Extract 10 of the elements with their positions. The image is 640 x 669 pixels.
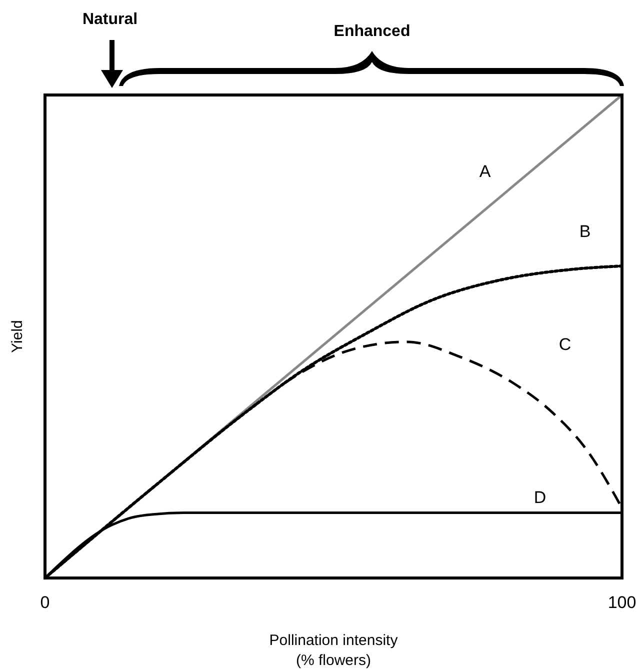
x-tick-label: 100 xyxy=(608,593,636,612)
x-axis-title: Pollination intensity (% flowers) xyxy=(269,632,398,669)
series-label: A xyxy=(479,162,492,181)
series-label: B xyxy=(579,222,591,241)
y-axis-title: Yield xyxy=(9,320,26,353)
text: C xyxy=(558,335,572,354)
series-label: D xyxy=(534,488,546,507)
text: Enhanced xyxy=(334,23,410,40)
x-tick-label: 0 xyxy=(40,593,50,612)
text: Natural xyxy=(82,11,138,28)
